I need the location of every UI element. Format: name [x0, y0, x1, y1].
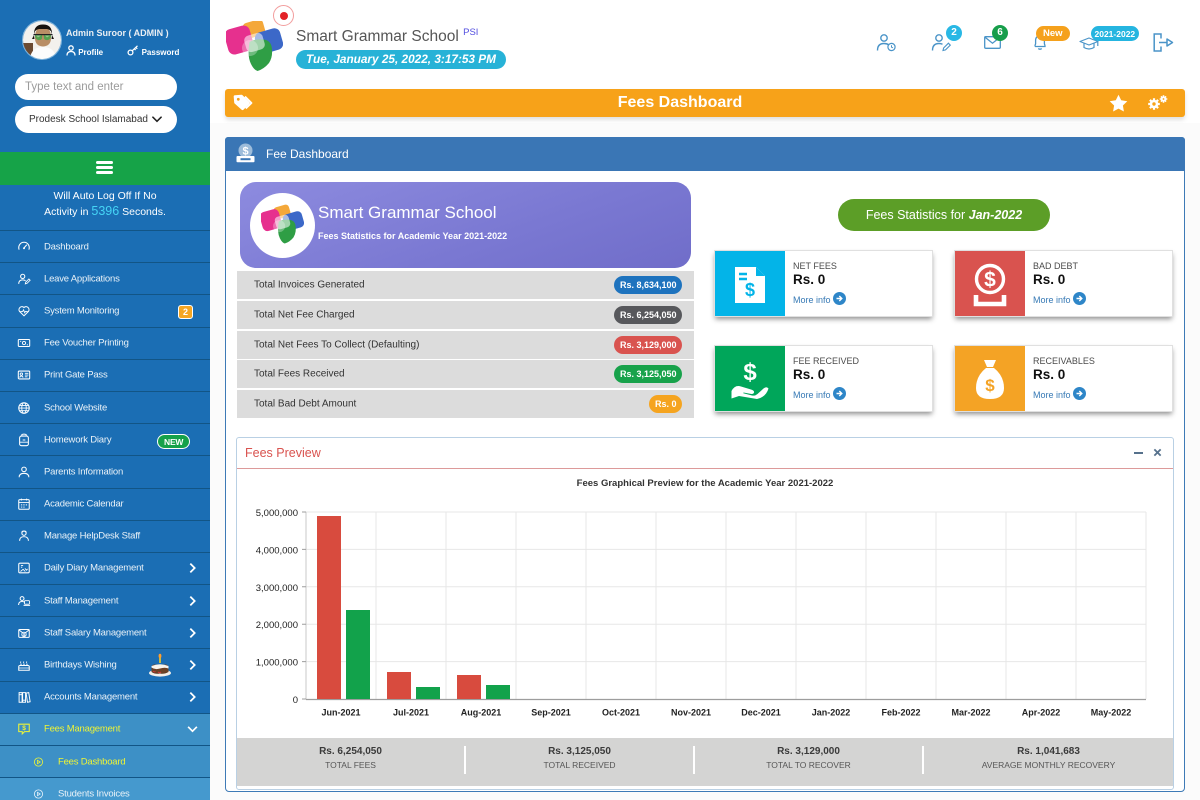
svg-text:$: $ — [242, 145, 248, 157]
svg-text:Nov-2021: Nov-2021 — [671, 708, 711, 718]
svg-text:1,000,000: 1,000,000 — [256, 658, 298, 669]
svg-text:3,000,000: 3,000,000 — [256, 583, 298, 594]
svg-text:May-2022: May-2022 — [1091, 708, 1132, 718]
svg-text:Oct-2021: Oct-2021 — [602, 708, 640, 718]
svg-text:2,000,000: 2,000,000 — [256, 620, 298, 631]
svg-text:Apr-2022: Apr-2022 — [1022, 708, 1061, 718]
svg-text:0: 0 — [293, 695, 298, 706]
svg-text:4,000,000: 4,000,000 — [256, 545, 298, 556]
svg-text:Dec-2021: Dec-2021 — [741, 708, 781, 718]
svg-text:5,000,000: 5,000,000 — [256, 508, 298, 519]
svg-text:Feb-2022: Feb-2022 — [881, 708, 920, 718]
svg-text:$: $ — [22, 726, 26, 733]
svg-text:Sep-2021: Sep-2021 — [531, 708, 571, 718]
svg-text:$: $ — [743, 359, 757, 386]
svg-text:$: $ — [745, 280, 755, 300]
svg-text:Jul-2021: Jul-2021 — [393, 708, 429, 718]
svg-text:$: $ — [23, 632, 26, 638]
svg-text:Jan-2022: Jan-2022 — [812, 708, 851, 718]
svg-text:Jun-2021: Jun-2021 — [321, 708, 360, 718]
svg-text:Mar-2022: Mar-2022 — [951, 708, 990, 718]
svg-text:$: $ — [985, 376, 995, 395]
svg-text:$: $ — [984, 269, 996, 292]
svg-text:Aug-2021: Aug-2021 — [461, 708, 502, 718]
